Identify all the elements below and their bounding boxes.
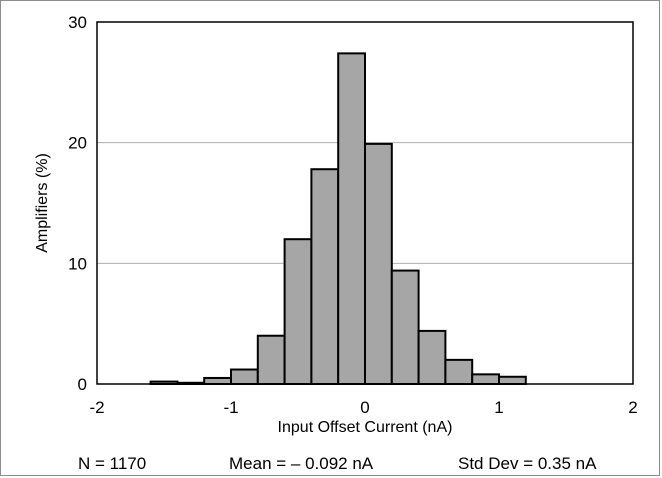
x-tick-label-3: 1 (494, 398, 503, 417)
x-tick-labels: -2 -1 0 1 2 (89, 398, 637, 417)
y-tick-labels: 0 10 20 30 (68, 13, 87, 394)
mean-value: Mean = – 0.092 nA (229, 454, 374, 473)
y-axis-label: Amplifiers (%) (34, 153, 51, 253)
bar-12 (471, 373, 501, 386)
bar-6 (310, 168, 340, 385)
bar-5 (283, 238, 313, 385)
x-tick-label-2: 0 (360, 398, 369, 417)
x-tick-label-0: -2 (89, 398, 104, 417)
y-tick-label-3: 30 (68, 13, 87, 32)
bar-4 (256, 334, 286, 386)
bar-13 (498, 375, 527, 386)
bar-10 (417, 329, 447, 386)
plot-area-border (96, 21, 634, 385)
bar-3 (230, 368, 259, 385)
y-tick-label-1: 10 (68, 254, 87, 273)
bar-11 (444, 358, 474, 386)
x-tick-label-1: -1 (223, 398, 238, 417)
bar-2 (203, 376, 232, 386)
y-tick-label-0: 0 (78, 375, 87, 394)
y-tick-label-2: 20 (68, 134, 87, 153)
sample-count: N = 1170 (78, 454, 147, 473)
bar-8 (364, 142, 393, 385)
bar-7 (337, 52, 367, 386)
x-tick-label-4: 2 (628, 398, 637, 417)
std-dev-value: Std Dev = 0.35 nA (458, 454, 597, 473)
bar-9 (390, 269, 420, 385)
histogram-bars (149, 52, 527, 386)
x-axis-label: Input Offset Current (nA) (278, 419, 453, 436)
